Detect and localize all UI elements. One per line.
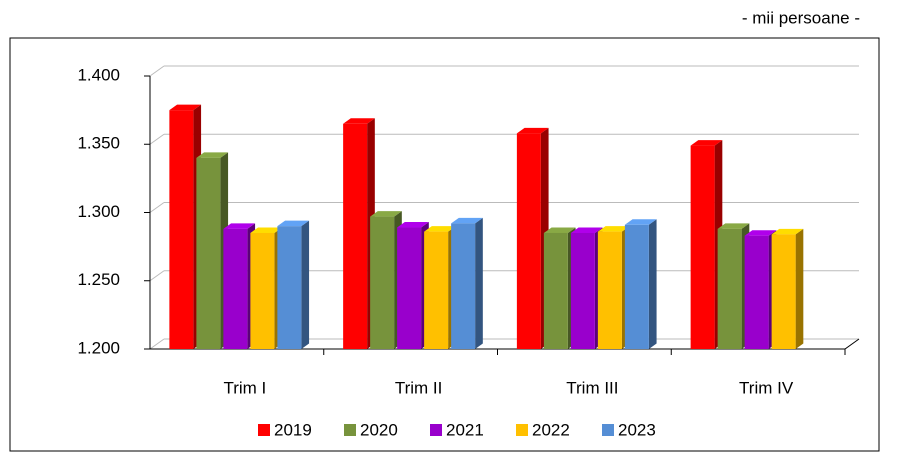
bar — [771, 228, 804, 349]
bar-face — [370, 216, 395, 349]
x-tick-label: Trim III — [566, 378, 618, 397]
bar-face — [196, 152, 229, 158]
bar-face — [301, 220, 310, 349]
grid-line — [149, 338, 165, 350]
x-tick-label: Trim I — [223, 378, 266, 397]
bar-face — [624, 219, 657, 225]
bar-face — [424, 231, 449, 349]
bar-face — [475, 217, 483, 349]
bar — [223, 223, 256, 349]
bar — [250, 227, 283, 349]
legend-swatch — [430, 424, 442, 436]
bar-face — [169, 110, 194, 349]
legend-swatch — [258, 424, 270, 436]
bar-face — [250, 227, 283, 233]
bar-face — [570, 232, 595, 349]
grid-line — [149, 133, 165, 145]
y-tick-label: 1.250 — [77, 270, 120, 289]
y-tick-label: 1.350 — [77, 134, 120, 153]
bar — [690, 140, 723, 349]
bar-face — [451, 223, 476, 349]
legend-label: 2020 — [360, 420, 398, 439]
bar-face — [744, 235, 769, 349]
bar-face — [624, 224, 649, 349]
bar-face — [343, 118, 375, 124]
bar-face — [597, 231, 622, 349]
y-tick-label: 1.300 — [77, 202, 120, 221]
bar-face — [690, 140, 723, 146]
bar-face — [543, 232, 568, 349]
bar-face — [648, 219, 657, 349]
bar-face — [690, 145, 715, 349]
y-tick-label: 1.200 — [77, 338, 120, 357]
legend-label: 2023 — [618, 420, 656, 439]
bar-face — [771, 228, 804, 235]
bar-face — [570, 227, 603, 233]
bar — [597, 226, 630, 349]
bar-face — [277, 220, 310, 227]
grid-line — [149, 270, 165, 282]
bar — [717, 223, 750, 349]
bar — [169, 104, 202, 349]
bar-face — [717, 223, 750, 229]
unit-annotation: - mii persoane - — [742, 8, 860, 27]
bar-face — [343, 123, 368, 350]
bar-face — [370, 211, 402, 217]
legend-label: 2021 — [446, 420, 484, 439]
bar — [343, 118, 375, 350]
bar-face — [597, 226, 630, 232]
bar-face — [771, 234, 796, 349]
bar-face — [250, 232, 275, 349]
x-tick-label: Trim II — [395, 378, 443, 397]
bar-face — [516, 127, 549, 134]
bar-face — [223, 228, 248, 349]
legend-swatch — [344, 424, 356, 436]
bar-face — [223, 223, 256, 229]
bar-face — [795, 228, 804, 349]
bar — [196, 152, 229, 349]
bar-face — [451, 217, 483, 224]
legend-label: 2022 — [532, 420, 570, 439]
bar-face — [516, 133, 541, 349]
bar — [424, 226, 456, 349]
legend-label: 2019 — [274, 420, 312, 439]
bar — [451, 217, 483, 349]
bar-face — [397, 222, 429, 228]
x-tick-label: Trim IV — [739, 378, 794, 397]
bar-face — [397, 227, 422, 349]
bar — [624, 219, 657, 349]
bar — [516, 127, 549, 349]
bar-face — [277, 226, 302, 349]
legend-swatch — [516, 424, 528, 436]
y-tick-label: 1.400 — [77, 65, 120, 84]
bar — [744, 230, 777, 349]
grid-line — [149, 65, 165, 77]
grid-line — [149, 202, 165, 213]
bar — [277, 220, 310, 349]
bar-face — [744, 230, 777, 236]
legend-swatch — [602, 424, 614, 436]
bar — [370, 211, 402, 349]
bar — [397, 222, 429, 349]
bar-face — [196, 157, 221, 349]
bar-face — [169, 104, 202, 111]
bar — [570, 227, 603, 349]
bar-face — [543, 227, 576, 233]
bar-face — [424, 226, 456, 232]
bar — [543, 227, 576, 349]
bar-face — [717, 228, 742, 349]
